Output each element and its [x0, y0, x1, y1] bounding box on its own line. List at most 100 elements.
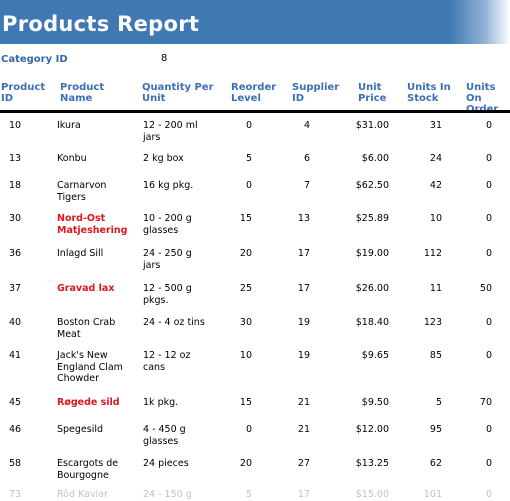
cell-reorder: 0	[245, 424, 252, 435]
cell-supplier: 17	[297, 248, 310, 259]
cell-on-order: 70	[479, 397, 492, 408]
col-header-in-stock: Units In Stock	[407, 82, 451, 104]
cell-quantity: 12 - 200 ml jars	[143, 120, 198, 143]
report-title: Products Report	[2, 12, 200, 36]
cell-product-id: 41	[9, 350, 22, 361]
cell-unit-price: $25.89	[355, 213, 389, 224]
cell-product-name: Konbu	[57, 153, 87, 164]
col-header-product-name: Product Name	[60, 82, 105, 104]
cell-product-id: 45	[9, 397, 22, 408]
cell-supplier: 21	[297, 424, 310, 435]
cell-product-id: 46	[9, 424, 22, 435]
cell-product-id: 13	[9, 153, 22, 164]
cell-on-order: 0	[485, 120, 492, 131]
cell-product-name: Ikura	[57, 120, 81, 131]
cell-reorder: 0	[245, 180, 252, 191]
cell-product-id: 18	[9, 180, 22, 191]
cell-unit-price: $62.50	[355, 180, 389, 191]
cell-quantity: 24 - 150 g	[143, 489, 192, 500]
cell-supplier: 17	[297, 489, 310, 500]
cell-on-order: 0	[485, 458, 492, 469]
cell-product-id: 36	[9, 248, 22, 259]
cell-on-order: 0	[485, 350, 492, 361]
cell-unit-price: $12.00	[355, 424, 389, 435]
cell-unit-price: $6.00	[361, 153, 389, 164]
cell-supplier: 17	[297, 283, 310, 294]
cell-reorder: 30	[239, 317, 252, 328]
cell-product-name: Gravad lax	[57, 283, 115, 294]
cell-product-name: Carnarvon Tigers	[57, 180, 107, 203]
cell-reorder: 0	[245, 120, 252, 131]
report-banner: Products Report	[0, 0, 510, 44]
cell-in-stock: 11	[429, 283, 442, 294]
cell-supplier: 6	[303, 153, 310, 164]
cell-product-name: Röd Kaviar	[57, 489, 108, 500]
cell-on-order: 0	[485, 489, 492, 500]
col-header-product-id: Product ID	[1, 82, 46, 104]
cell-on-order: 0	[485, 248, 492, 259]
col-header-on-order: Units On Order	[466, 82, 498, 115]
cell-supplier: 13	[297, 213, 310, 224]
cell-on-order: 0	[485, 317, 492, 328]
cell-quantity: 4 - 450 g glasses	[143, 424, 186, 447]
cell-unit-price: $9.65	[361, 350, 389, 361]
cell-reorder: 15	[239, 397, 252, 408]
cell-supplier: 19	[297, 317, 310, 328]
cell-supplier: 7	[303, 180, 310, 191]
cell-quantity: 24 - 250 g jars	[143, 248, 192, 271]
cell-reorder: 15	[239, 213, 252, 224]
cell-supplier: 4	[303, 120, 310, 131]
cell-product-id: 30	[9, 213, 22, 224]
cell-product-name: Spegesild	[57, 424, 104, 435]
cell-in-stock: 85	[429, 350, 442, 361]
category-label: Category ID	[1, 54, 68, 65]
cell-on-order: 0	[485, 153, 492, 164]
cell-in-stock: 5	[435, 397, 442, 408]
cell-unit-price: $13.25	[355, 458, 389, 469]
cell-quantity: 1k pkg.	[143, 397, 179, 408]
cell-unit-price: $9.50	[361, 397, 389, 408]
cell-on-order: 0	[485, 213, 492, 224]
cell-product-id: 58	[9, 458, 22, 469]
cell-supplier: 21	[297, 397, 310, 408]
cell-on-order: 0	[485, 424, 492, 435]
cell-quantity: 12 - 12 oz cans	[143, 350, 191, 373]
cell-product-name: Inlagd Sill	[57, 248, 104, 259]
cell-product-name: Jack's New England Clam Chowder	[57, 350, 123, 384]
cell-quantity: 24 pieces	[143, 458, 189, 469]
cell-product-name: Escargots de Bourgogne	[57, 458, 119, 481]
cell-unit-price: $31.00	[355, 120, 389, 131]
col-header-quantity: Quantity Per Unit	[142, 82, 214, 104]
cell-in-stock: 112	[423, 248, 442, 259]
cell-quantity: 12 - 500 g pkgs.	[143, 283, 192, 306]
cell-in-stock: 31	[429, 120, 442, 131]
cell-product-id: 37	[9, 283, 22, 294]
cell-quantity: 2 kg box	[143, 153, 184, 164]
cell-product-id: 73	[9, 489, 22, 500]
cell-product-name: Nord-Ost Matjeshering	[57, 213, 128, 236]
cell-reorder: 5	[245, 489, 252, 500]
cell-unit-price: $15.00	[355, 489, 389, 500]
cell-unit-price: $18.40	[355, 317, 389, 328]
cell-on-order: 0	[485, 180, 492, 191]
cell-product-id: 40	[9, 317, 22, 328]
header-rule	[0, 110, 510, 113]
col-header-unit-price: Unit Price	[358, 82, 387, 104]
cell-quantity: 10 - 200 g glasses	[143, 213, 192, 236]
cell-product-name: Boston Crab Meat	[57, 317, 116, 340]
cell-reorder: 25	[239, 283, 252, 294]
cell-supplier: 27	[297, 458, 310, 469]
cell-in-stock: 95	[429, 424, 442, 435]
cell-in-stock: 101	[423, 489, 442, 500]
col-header-supplier: Supplier ID	[292, 82, 340, 104]
cell-in-stock: 62	[429, 458, 442, 469]
cell-product-id: 10	[9, 120, 22, 131]
cell-in-stock: 24	[429, 153, 442, 164]
cell-in-stock: 123	[423, 317, 442, 328]
cell-quantity: 16 kg pkg.	[143, 180, 194, 191]
cell-reorder: 10	[239, 350, 252, 361]
cell-reorder: 20	[239, 458, 252, 469]
cell-unit-price: $26.00	[355, 283, 389, 294]
cell-reorder: 20	[239, 248, 252, 259]
cell-product-name: Røgede sild	[57, 397, 120, 408]
